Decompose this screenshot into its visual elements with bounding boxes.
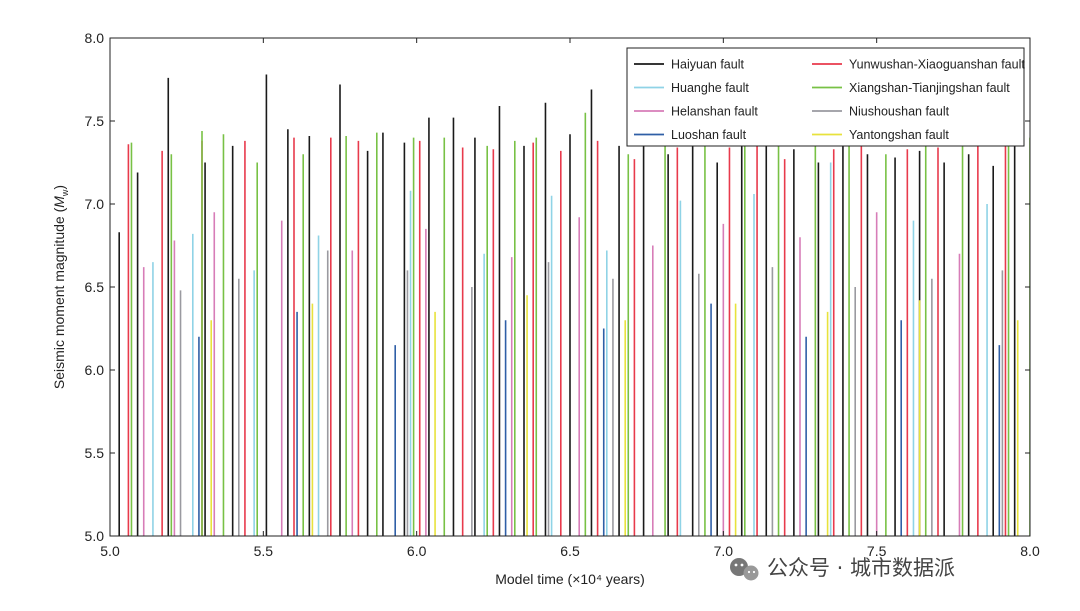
x-axis-label: Model time (×10⁴ years) (495, 571, 645, 587)
y-ticks: 5.0 5.5 6.0 6.5 7.0 7.5 8.0 (85, 30, 1030, 544)
series-4 (198, 303, 1001, 536)
y-tick-label: 7.0 (85, 196, 105, 212)
legend-entry-label: Niushoushan fault (849, 105, 950, 119)
legend: Haiyuan fault Yunwushan-Xiaoguanshan faul… (626, 47, 1025, 147)
bars-layer (118, 74, 1030, 536)
legend-entry-label: Luoshan fault (671, 128, 747, 142)
series-3 (142, 212, 961, 536)
x-tick-label: 8.0 (1020, 543, 1040, 559)
x-ticks: 5.0 5.5 6.0 6.5 7.0 7.5 8.0 (100, 38, 1040, 559)
series-7 (179, 250, 1004, 536)
x-tick-label: 6.0 (407, 543, 427, 559)
x-tick-label: 7.5 (867, 543, 887, 559)
x-tick-label: 6.5 (560, 543, 580, 559)
x-tick-label: 5.5 (254, 543, 274, 559)
series-1 (118, 74, 1016, 536)
y-axis-label: Seismic moment magnitude (Mw) (51, 185, 70, 389)
series-2 (152, 162, 988, 536)
series-5 (127, 137, 1007, 536)
plot-frame (109, 37, 1031, 537)
legend-entry-label: Huanghe fault (671, 81, 749, 95)
legend-entry-label: Helanshan fault (671, 105, 758, 119)
legend-entry-label: Yantongshan fault (849, 128, 949, 142)
legend-entry-label: Yunwushan-Xiaoguanshan fault (849, 58, 1025, 72)
x-tick-label: 5.0 (100, 543, 120, 559)
y-tick-label: 8.0 (85, 30, 105, 46)
series-6 (130, 112, 1030, 536)
series-8 (210, 295, 1019, 536)
wechat-icon (730, 558, 759, 581)
watermark-text: 公众号 · 城市数据派 (767, 556, 955, 580)
y-tick-label: 6.5 (85, 279, 105, 295)
x-tick-label: 7.0 (714, 543, 734, 559)
y-tick-label: 5.0 (85, 528, 105, 544)
y-tick-label: 6.0 (85, 362, 105, 378)
legend-entry-label: Xiangshan-Tianjingshan fault (849, 81, 1010, 95)
watermark: 公众号 · 城市数据派 (730, 556, 955, 581)
y-tick-label: 5.5 (85, 445, 105, 461)
y-tick-label: 7.5 (85, 113, 105, 129)
legend-entry-label: Haiyuan fault (671, 58, 744, 72)
